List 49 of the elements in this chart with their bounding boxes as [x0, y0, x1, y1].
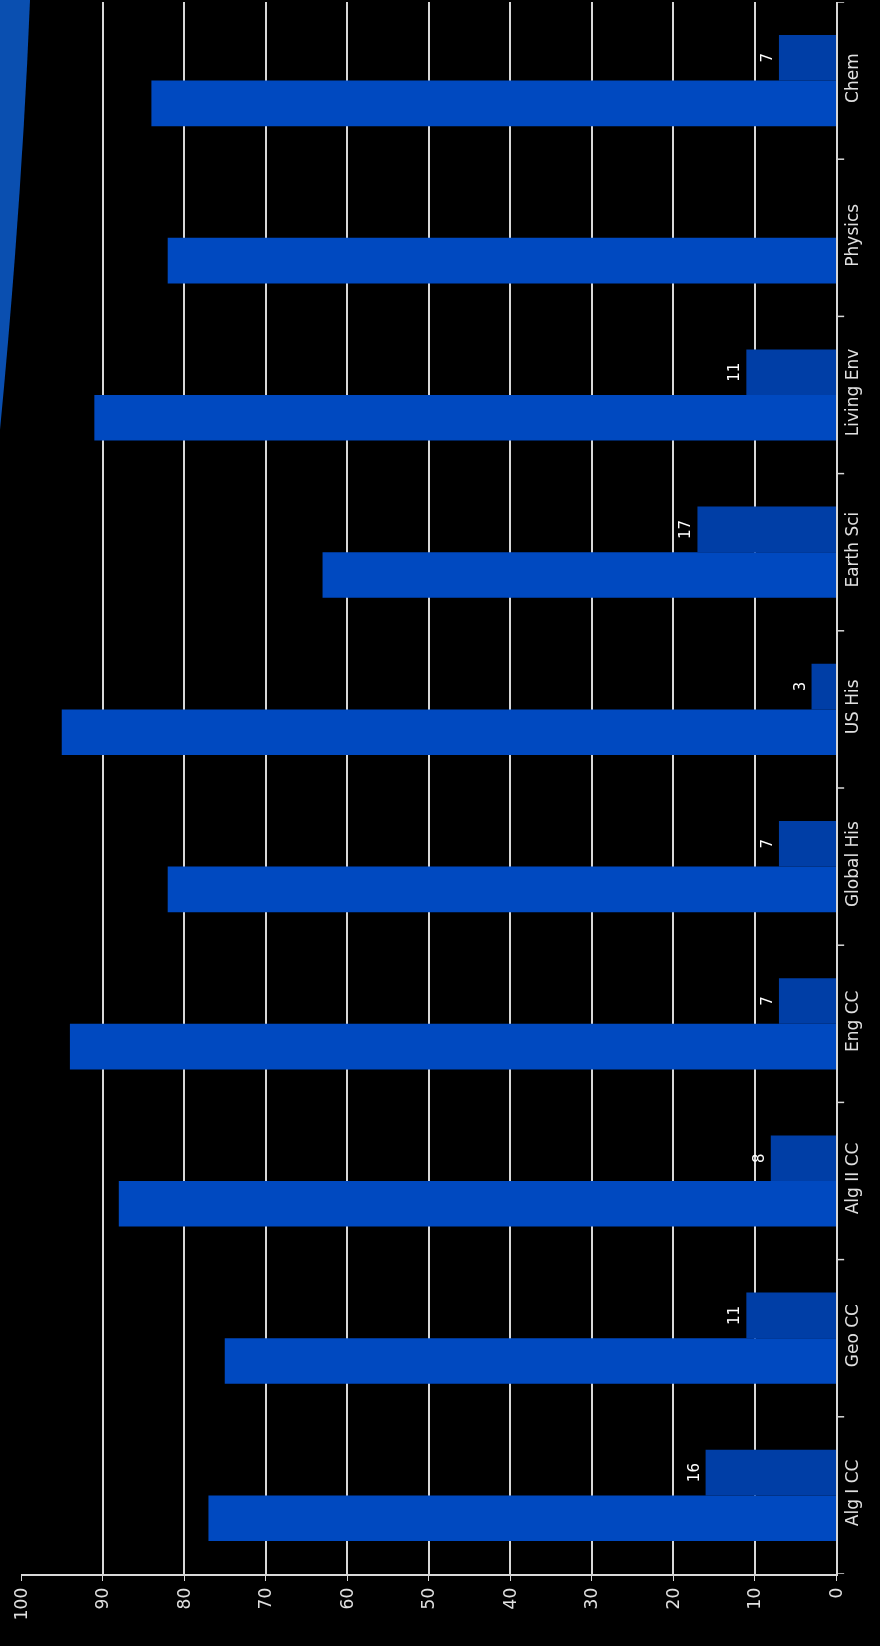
- data-label: 11: [725, 362, 744, 382]
- y-tick-label: Global His: [842, 820, 863, 908]
- x-tick-label: 10: [744, 1587, 765, 1610]
- x-tick-label: 60: [336, 1587, 357, 1610]
- bar: [746, 1292, 836, 1339]
- x-tick-label: 50: [418, 1587, 439, 1610]
- x-tick-label: 70: [255, 1587, 276, 1610]
- bar: [746, 349, 836, 395]
- y-tick-label: Alg II CC: [842, 1142, 863, 1215]
- bar: [208, 1495, 836, 1541]
- data-label: 7: [757, 996, 776, 1006]
- bar: [322, 552, 836, 598]
- bar: [770, 1135, 836, 1181]
- data-label: 8: [749, 1153, 768, 1163]
- bar: [61, 709, 836, 755]
- data-label: 3: [790, 681, 809, 692]
- y-tick-label: Geo CC: [842, 1304, 863, 1368]
- bar: [69, 1023, 836, 1070]
- data-label: 7: [757, 839, 776, 849]
- data-label: 16: [684, 1463, 703, 1483]
- x-tick-label: 100: [10, 1587, 31, 1621]
- y-tick-label: US His: [842, 679, 863, 735]
- bar: [811, 663, 836, 710]
- x-tick-label: 20: [662, 1587, 683, 1610]
- bar: [94, 395, 836, 441]
- x-tick-label: 90: [92, 1587, 113, 1610]
- y-tick-label: Physics: [842, 203, 863, 267]
- y-tick-label: Alg I CC: [842, 1459, 863, 1527]
- bar: [778, 35, 836, 81]
- y-tick-label: Eng CC: [842, 990, 863, 1052]
- y-tick-label: Chem: [842, 53, 863, 103]
- x-tick-label: 40: [499, 1587, 520, 1610]
- y-tick-label: Living Env: [842, 348, 863, 437]
- bar: [151, 80, 836, 127]
- bar: [705, 1449, 836, 1496]
- bar: [778, 821, 836, 867]
- bar: [224, 1338, 836, 1384]
- x-tick-label: 30: [581, 1587, 602, 1610]
- bar: [778, 978, 836, 1024]
- data-label: 11: [725, 1305, 744, 1325]
- data-label: 17: [676, 519, 695, 539]
- bar: [167, 866, 836, 913]
- bar: [697, 506, 836, 553]
- data-label: 7: [757, 53, 776, 63]
- x-tick-label: 0: [825, 1587, 846, 1599]
- x-tick-label: 80: [173, 1587, 194, 1610]
- y-tick-label: Earth Sci: [842, 511, 863, 588]
- bar: [167, 237, 836, 284]
- bar: [118, 1181, 836, 1227]
